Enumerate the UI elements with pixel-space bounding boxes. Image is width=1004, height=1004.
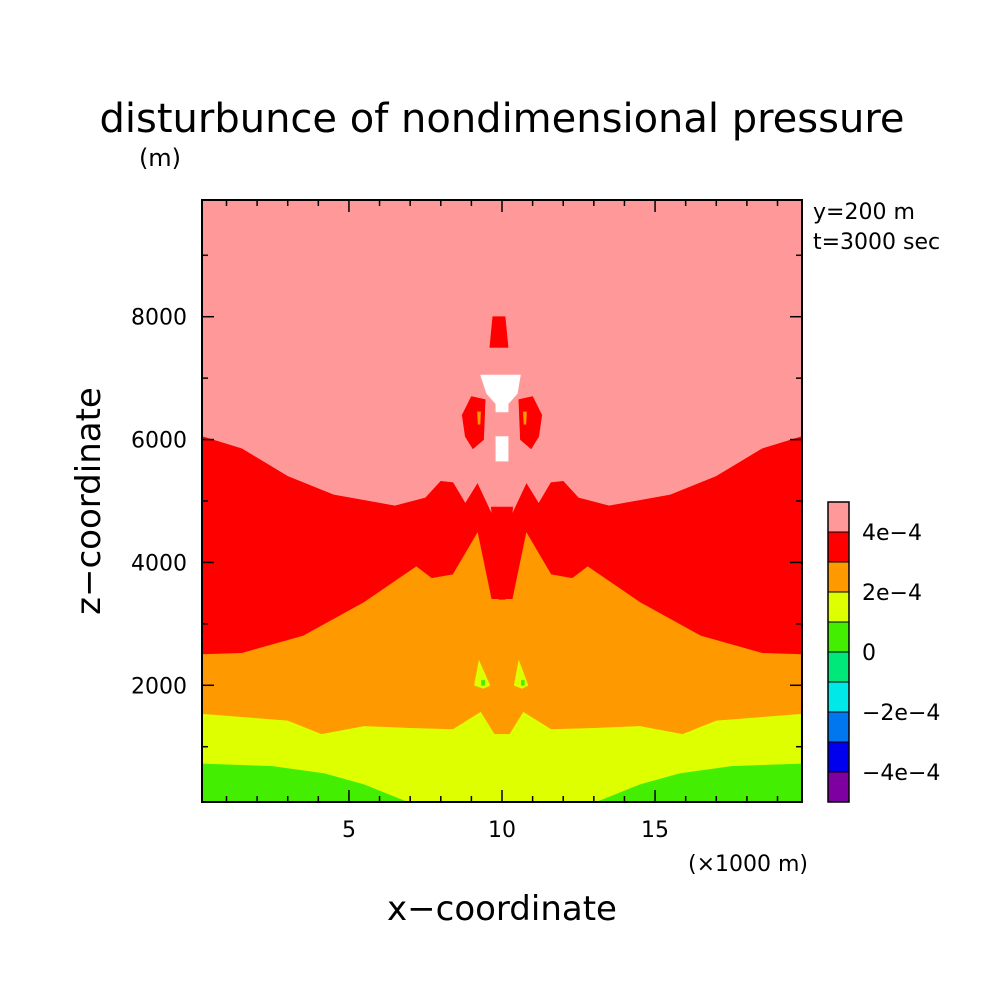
contour-green-dot-left — [481, 680, 485, 686]
x-tick-label: 15 — [641, 818, 669, 843]
colorbar-label: 4e−4 — [862, 521, 922, 546]
x-tick-label: 5 — [342, 818, 356, 843]
contour-white-blob-top — [480, 374, 521, 413]
contour-center-low-red — [490, 506, 514, 600]
colorbar-swatch — [828, 622, 849, 652]
colorbar-swatch — [828, 502, 849, 532]
contour-right-lobe-orange — [523, 411, 527, 425]
axis-ticks — [202, 200, 802, 802]
axis-tick-labels: 5 10 15 2000 4000 6000 8000 — [131, 306, 669, 843]
chart-title: disturbunce of nondimensional pressure — [100, 96, 905, 142]
y-axis-label: z−coordinate — [69, 387, 109, 615]
colorbar-label: 0 — [862, 641, 876, 666]
annotation-y-position: y=200 m — [813, 200, 915, 225]
colorbar-swatch — [828, 712, 849, 742]
annotation-time: t=3000 sec — [813, 230, 940, 255]
colorbar-swatch — [828, 772, 849, 802]
colorbar: −4e−4 −2e−4 0 2e−4 4e−4 — [827, 501, 940, 803]
contour-regions — [201, 199, 803, 803]
y-tick-label: 4000 — [131, 551, 187, 576]
y-tick-label: 6000 — [131, 429, 187, 454]
contour-right-lobe-red — [518, 396, 543, 450]
contour-yellow-spot-left — [474, 659, 491, 689]
contour-left-lobe-red — [461, 396, 486, 450]
contour-green-dot-right — [520, 680, 525, 686]
colorbar-label: −4e−4 — [862, 761, 940, 786]
contour-white-blob-bottom — [495, 436, 509, 462]
colorbar-label: −2e−4 — [862, 701, 940, 726]
colorbar-swatch — [828, 532, 849, 562]
y-tick-label: 2000 — [131, 674, 187, 699]
contour-left-lobe-orange — [477, 411, 481, 425]
colorbar-swatch — [828, 682, 849, 712]
colorbar-label: 2e−4 — [862, 581, 922, 606]
x-tick-label: 10 — [488, 818, 516, 843]
colorbar-swatch — [828, 562, 849, 592]
x-axis-label: x−coordinate — [387, 889, 617, 929]
colorbar-frame — [827, 501, 850, 803]
colorbar-swatch — [828, 742, 849, 772]
colorbar-swatch — [828, 592, 849, 622]
colorbar-swatch — [828, 652, 849, 682]
y-tick-label: 8000 — [131, 306, 187, 331]
contour-upper-red-spot — [489, 316, 509, 348]
x-axis-unit: (×1000 m) — [688, 852, 808, 877]
y-axis-unit: (m) — [139, 144, 181, 172]
